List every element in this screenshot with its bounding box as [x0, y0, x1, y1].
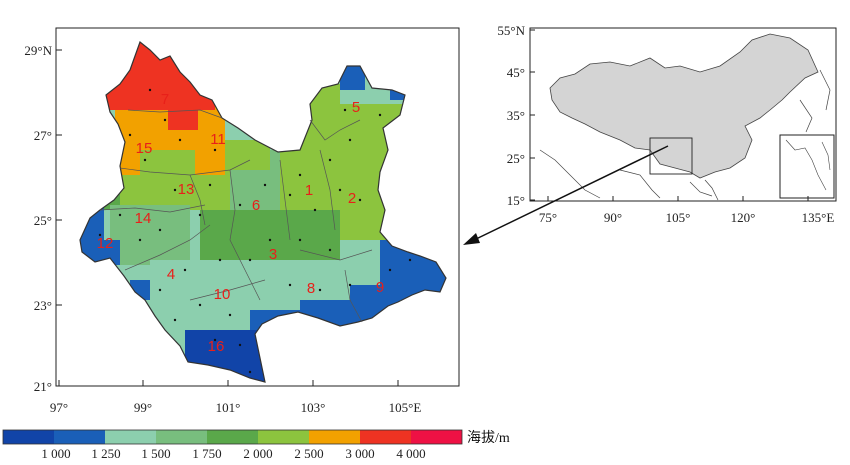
legend-swatch	[3, 430, 54, 444]
legend-tick-labels: 1 000 1 250 1 500 1 750 2 000 2 500 3 00…	[41, 446, 425, 461]
lat-label: 25°	[507, 151, 525, 166]
lon-label: 75°	[539, 210, 557, 225]
legend-title: 海拔/m	[467, 430, 510, 446]
region-label: 16	[208, 338, 225, 355]
region-label: 14	[135, 210, 152, 227]
lat-label: 21°	[34, 379, 52, 394]
lon-label: 90°	[604, 210, 622, 225]
legend-swatch	[156, 430, 207, 444]
lon-label: 105°E	[389, 400, 422, 415]
station-markers	[98, 88, 412, 374]
legend-tick: 3 000	[345, 446, 374, 460]
region-label: 7	[161, 91, 169, 108]
main-map-ticks	[56, 49, 399, 387]
inset-lon-labels: 75° 90° 105° 120° 135°E	[539, 210, 834, 225]
prefecture-boundaries	[99, 109, 373, 323]
region-label: 12	[97, 235, 114, 252]
legend-tick: 1 500	[141, 446, 170, 460]
lat-label: 29°N	[24, 43, 52, 58]
region-label: 1	[305, 182, 313, 199]
main-map: 1 2 3 4 5 6 7 8 9 10 11 12 13 14 15 16 2	[24, 27, 460, 415]
legend-swatches	[3, 430, 462, 444]
legend-frame	[2, 429, 463, 445]
region-label: 9	[376, 279, 384, 296]
region-label: 6	[252, 197, 260, 214]
region-label: 4	[167, 266, 175, 283]
province-outline	[79, 41, 447, 383]
region-numbers: 1 2 3 4 5 6 7 8 9 10 11 12 13 14 15 16	[97, 91, 385, 355]
main-lon-labels: 97° 99° 101° 103° 105°E	[50, 400, 421, 415]
region-label: 15	[136, 140, 153, 157]
legend-tick: 1 750	[192, 446, 221, 460]
lon-label: 99°	[134, 400, 152, 415]
lat-label: 15°	[507, 193, 525, 208]
region-label: 10	[214, 286, 231, 303]
legend-tick: 4 000	[396, 446, 425, 460]
inset-map: 55°N 45° 35° 25° 15° 75° 90° 105° 120° 1…	[497, 23, 837, 225]
legend-swatch	[360, 430, 411, 444]
lat-label: 45°	[507, 65, 525, 80]
legend-swatch	[54, 430, 105, 444]
south-china-sea-inset	[779, 134, 835, 199]
pointer-arrow	[463, 145, 669, 245]
region-label: 3	[269, 246, 277, 263]
inset-ticks	[530, 29, 809, 201]
main-lat-labels: 29°N 27° 25° 23° 21°	[24, 43, 52, 394]
lon-label: 135°E	[802, 210, 835, 225]
legend-swatch	[105, 430, 156, 444]
inset-lat-labels: 55°N 45° 35° 25° 15°	[497, 23, 525, 208]
inset-coastlines	[539, 69, 831, 201]
study-area-box	[649, 137, 693, 175]
china-landmass	[549, 33, 819, 179]
lat-label: 55°N	[497, 23, 525, 38]
lat-label: 35°	[507, 108, 525, 123]
region-label: 2	[348, 190, 356, 207]
legend-swatch	[207, 430, 258, 444]
lat-label: 27°	[34, 128, 52, 143]
lon-label: 97°	[50, 400, 68, 415]
legend-tick: 2 500	[294, 446, 323, 460]
region-label: 5	[352, 99, 360, 116]
elevation-legend: 海拔/m 1 000 1 250 1 500 1 750 2 000 2 500…	[2, 429, 510, 461]
legend-swatch	[258, 430, 309, 444]
region-label: 11	[210, 131, 226, 148]
legend-swatch	[309, 430, 360, 444]
lat-label: 25°	[34, 213, 52, 228]
south-china-sea-coast	[785, 139, 831, 191]
arrow-head-icon	[463, 233, 480, 245]
legend-tick: 2 000	[243, 446, 272, 460]
lat-label: 23°	[34, 298, 52, 313]
lon-label: 101°	[216, 400, 241, 415]
lon-label: 103°	[301, 400, 326, 415]
lon-label: 105°	[666, 210, 691, 225]
region-label: 13	[178, 181, 195, 198]
legend-swatch	[411, 430, 462, 444]
legend-tick: 1 250	[91, 446, 120, 460]
main-map-frame	[55, 27, 460, 387]
region-label: 8	[307, 280, 315, 297]
legend-tick: 1 000	[41, 446, 70, 460]
arrow-line	[473, 145, 669, 241]
lon-label: 120°	[731, 210, 756, 225]
